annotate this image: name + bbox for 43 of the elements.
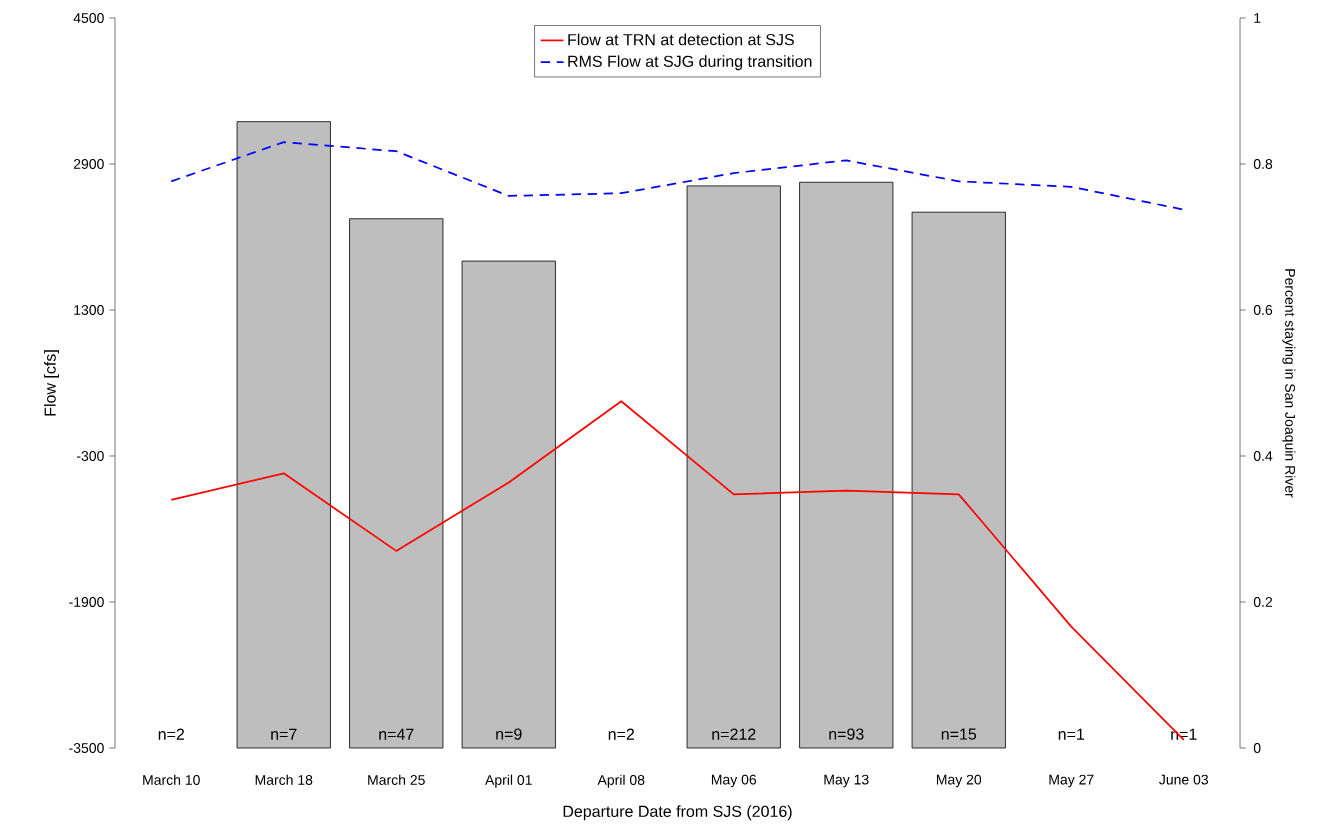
bar	[686, 185, 781, 749]
y-axis-title: Flow [cfs]	[44, 350, 59, 416]
x-tick-label: May 06	[711, 774, 757, 788]
x-tick-label: June 03	[1159, 774, 1209, 785]
x-tick-label: April 01	[485, 774, 532, 788]
annotation: n=2	[158, 728, 185, 740]
legend-label: Flow at TRN at detection at SJS	[568, 33, 794, 46]
y2-tick-label: 0.8	[1253, 159, 1273, 169]
annotation: n=15	[941, 728, 977, 740]
annotation: n=9	[496, 728, 522, 740]
bar	[911, 211, 1006, 749]
x-tick-label: March 25	[368, 774, 425, 785]
y-tick-label: 4500	[73, 13, 104, 23]
x-tick-label: May 27	[1049, 774, 1094, 788]
x-tick-label: April 08	[597, 774, 645, 788]
bar	[461, 260, 556, 749]
line-series	[170, 141, 1185, 211]
x-tick-label: May 13	[824, 774, 869, 788]
y2-tick-label: 0.6	[1253, 305, 1273, 315]
y-tick-label: -1900	[69, 597, 104, 607]
legend-label: RMS Flow at SJG during transition	[568, 55, 812, 71]
y2-tick-label: 0.4	[1253, 451, 1273, 461]
y-tick-label: -300	[76, 451, 104, 461]
y-tick-label: -3500	[69, 743, 104, 753]
annotation: n=212	[712, 728, 756, 740]
annotation: n=47	[379, 728, 414, 740]
annotation: n=7	[271, 728, 297, 740]
y2-tick-label: 0.2	[1253, 597, 1273, 607]
y-tick-label: 1300	[74, 305, 104, 315]
annotation: n=93	[829, 728, 864, 740]
y2-tick-label: 1	[1254, 13, 1261, 23]
y-tick-label: 2900	[73, 159, 104, 169]
bar	[799, 181, 894, 749]
bar	[236, 121, 331, 749]
x-tick-label: May 20	[936, 774, 982, 788]
y2-axis-title: Percent staying in San Joaquin River	[1282, 269, 1296, 498]
x-tick-label: March 18	[255, 774, 313, 785]
annotation: n=2	[608, 728, 635, 740]
x-axis-title: Departure Date from SJS (2016)	[563, 805, 792, 821]
y2-tick-label: 0	[1253, 743, 1261, 753]
bar	[349, 218, 444, 749]
annotation: n=1	[1058, 728, 1085, 740]
x-tick-label: March 10	[143, 774, 200, 785]
